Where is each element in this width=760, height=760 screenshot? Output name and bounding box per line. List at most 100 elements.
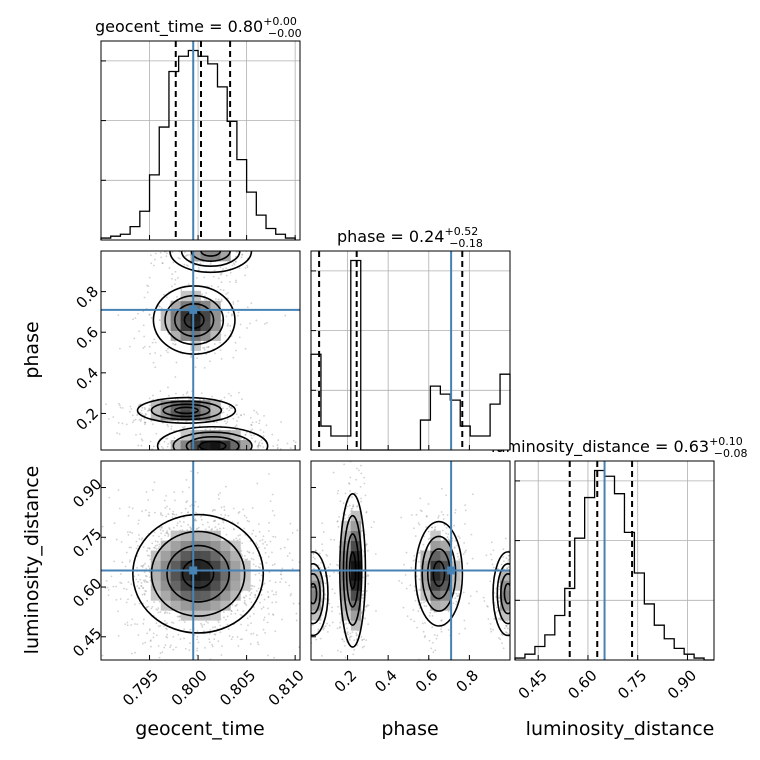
sample-point	[175, 646, 177, 649]
sample-point	[163, 293, 165, 296]
sample-point	[223, 516, 226, 519]
density-cell	[200, 410, 211, 421]
density-cell	[220, 570, 231, 581]
sample-point	[231, 264, 234, 267]
sample-point	[303, 605, 305, 607]
sample-point	[363, 482, 366, 485]
sample-point	[511, 605, 513, 607]
sample-point	[131, 421, 134, 424]
sample-point	[264, 541, 267, 543]
sample-point	[308, 634, 310, 636]
sample-point	[142, 564, 145, 567]
sample-point	[219, 624, 222, 627]
sample-point	[167, 535, 170, 538]
sample-point	[135, 547, 138, 550]
sample-point	[455, 600, 458, 603]
sample-point	[147, 409, 150, 412]
sample-point	[350, 635, 353, 638]
sample-point	[306, 655, 308, 657]
sample-point	[255, 542, 258, 545]
sample-point	[231, 604, 234, 606]
sample-point	[445, 494, 447, 497]
sample-point	[482, 596, 485, 599]
sample-point	[339, 626, 342, 628]
sample-point	[361, 594, 364, 597]
sample-point	[145, 413, 147, 416]
sample-point	[502, 548, 505, 551]
sample-point	[189, 398, 192, 401]
sample-point	[244, 453, 246, 455]
sample-point	[157, 625, 160, 628]
sample-point	[177, 256, 180, 259]
sample-point	[403, 563, 406, 566]
sample-point	[210, 285, 213, 287]
sample-point	[149, 576, 151, 579]
sample-point	[253, 409, 256, 412]
sample-point	[416, 626, 418, 629]
sample-point	[252, 552, 255, 555]
density-cell	[350, 510, 362, 522]
sample-point	[128, 506, 131, 509]
sample-point	[241, 542, 244, 545]
sample-point	[175, 458, 177, 460]
sample-point	[152, 454, 154, 456]
sample-point	[348, 504, 351, 507]
sample-point	[234, 260, 237, 263]
sample-point	[200, 451, 202, 453]
sample-point	[172, 513, 174, 515]
sample-point	[306, 681, 308, 683]
sample-point	[216, 455, 218, 457]
density-cell	[170, 300, 181, 312]
sample-point	[252, 632, 255, 635]
sample-point	[325, 553, 328, 556]
sample-point	[235, 604, 238, 607]
sample-point	[336, 627, 339, 630]
sample-point	[134, 651, 136, 654]
sample-point	[365, 511, 368, 514]
sample-point	[232, 417, 235, 420]
sample-point	[189, 505, 192, 508]
sample-point	[353, 639, 356, 641]
sample-point	[166, 532, 169, 535]
sample-point	[433, 634, 436, 636]
sample-point	[196, 357, 198, 360]
sample-point	[505, 624, 508, 627]
sample-point	[447, 628, 450, 631]
sample-point	[422, 630, 425, 633]
sample-point	[220, 357, 223, 360]
sample-point	[252, 529, 255, 532]
sample-point	[267, 596, 270, 598]
sample-point	[146, 291, 149, 294]
sample-point	[255, 319, 258, 322]
sample-point	[181, 452, 183, 454]
sample-point	[339, 621, 342, 624]
density-cell	[190, 580, 201, 591]
sample-point	[135, 578, 138, 581]
sample-point	[318, 552, 321, 555]
sample-point	[249, 594, 252, 596]
sample-point	[146, 554, 149, 557]
sample-point	[241, 555, 244, 558]
sample-point	[241, 638, 243, 641]
sample-point	[169, 646, 172, 649]
sample-point	[240, 256, 243, 259]
sample-point	[224, 247, 226, 249]
sample-point	[458, 558, 461, 561]
sample-point	[211, 509, 214, 512]
sample-point	[184, 251, 186, 254]
density-cell	[440, 600, 451, 611]
sample-point	[133, 575, 136, 578]
sample-point	[511, 620, 513, 622]
sample-point	[204, 247, 206, 249]
sample-point	[169, 528, 171, 531]
sample-point	[205, 620, 208, 623]
sample-point	[137, 519, 140, 522]
density-cell	[311, 610, 322, 621]
sample-point	[275, 601, 277, 603]
sample-point	[324, 593, 327, 596]
sample-point	[144, 457, 146, 459]
sample-point	[190, 244, 192, 246]
sample-point	[511, 613, 513, 615]
sample-point	[217, 523, 220, 525]
sample-point	[82, 573, 84, 575]
